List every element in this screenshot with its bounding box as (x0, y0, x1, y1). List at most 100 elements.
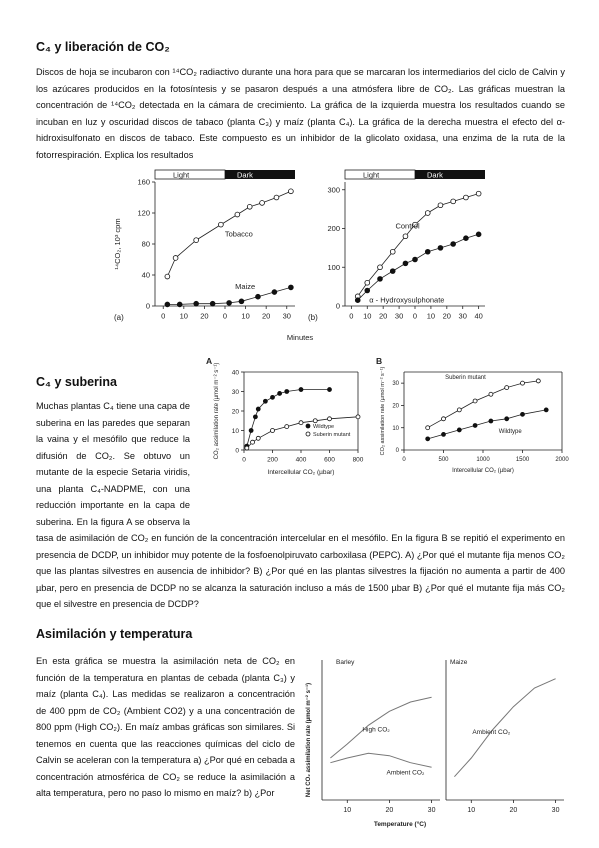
phase-label: Dark (237, 171, 253, 180)
x-tick-label: 1000 (476, 457, 490, 463)
data-point (176, 301, 183, 308)
series-line (246, 389, 330, 447)
series-label: Ambient CO₂ (472, 729, 510, 736)
data-point (475, 190, 482, 197)
y-tick-label: 10 (232, 428, 240, 435)
panel-title: Maize (450, 659, 468, 666)
data-point (456, 407, 462, 413)
legend-label: Wildtype (313, 424, 334, 430)
data-point (437, 245, 444, 251)
phase-label: Light (173, 171, 190, 180)
series-label: Ambient CO₂ (387, 770, 425, 777)
x-tick-label: 20 (262, 312, 270, 321)
data-point (270, 394, 275, 400)
data-point (327, 387, 332, 392)
legend-marker (305, 431, 311, 437)
data-point (520, 380, 525, 386)
x-tick-label: 20 (200, 312, 208, 321)
x-tick-label: 30 (395, 312, 403, 321)
data-point (412, 221, 418, 228)
series-label: Tobacco (225, 230, 253, 239)
x-tick-label: 30 (552, 807, 560, 814)
series-line (330, 752, 432, 768)
data-point (355, 414, 361, 420)
data-point (425, 436, 431, 442)
x-tick-label: 10 (343, 807, 351, 814)
phase-label: Dark (427, 171, 443, 180)
x-tick-label: 200 (267, 457, 278, 464)
y-tick-label: 20 (392, 404, 399, 410)
y-tick-label: 20 (232, 408, 240, 415)
data-point (377, 276, 383, 282)
series-label: Maize (235, 282, 255, 291)
series-line (330, 696, 432, 759)
data-point (463, 194, 469, 201)
data-point (402, 260, 409, 267)
y-tick-label: 0 (396, 448, 400, 454)
data-point (193, 237, 199, 243)
x-axis-label: Temperature (°C) (374, 820, 426, 828)
data-point (172, 255, 179, 261)
data-point (535, 378, 541, 384)
x-tick-label: 10 (241, 312, 249, 321)
x-tick-label: 30 (283, 312, 291, 321)
y-tick-label: 80 (142, 240, 150, 249)
data-point (259, 200, 265, 206)
panel-label: A (206, 356, 212, 366)
data-point (389, 248, 396, 255)
data-point (450, 241, 456, 247)
data-point (238, 298, 245, 305)
series-label: α - Hydroxysulphonate (369, 296, 444, 305)
data-point (377, 264, 383, 271)
x-tick-label: 0 (223, 312, 227, 321)
y-axis-label: ¹⁴CO₂, 10³ cpm (113, 218, 122, 269)
data-point (441, 416, 446, 422)
x-tick-label: 30 (459, 312, 467, 321)
x-tick-label: 2000 (555, 457, 569, 463)
section-title: C₄ y liberación de CO₂ (36, 40, 170, 54)
x-tick-label: 500 (438, 457, 449, 463)
data-point (441, 432, 446, 437)
data-point (277, 391, 283, 396)
data-point (424, 248, 431, 255)
series-line (357, 233, 479, 301)
data-point (437, 202, 444, 209)
x-tick-label: 10 (427, 312, 435, 321)
x-tick-label: 10 (363, 312, 371, 321)
data-point (262, 398, 268, 404)
data-point (255, 293, 261, 300)
data-point (389, 268, 396, 274)
data-point (270, 428, 275, 433)
data-point (364, 279, 371, 286)
section-title: Asimilación y temperatura (36, 627, 193, 641)
data-point (488, 391, 494, 397)
phase-bar (415, 170, 485, 179)
x-tick-label: 0 (349, 312, 353, 321)
y-tick-label: 200 (327, 224, 340, 233)
y-tick-label: 0 (146, 302, 150, 311)
data-point (456, 427, 462, 433)
x-tick-label: 0 (413, 312, 417, 321)
phase-label: Light (363, 171, 380, 180)
data-point (244, 445, 250, 451)
legend-label: Suberin mutant (313, 432, 351, 438)
panel-label: (b) (308, 313, 318, 322)
data-point (520, 411, 525, 417)
data-point (504, 416, 510, 422)
panel-label: B (376, 356, 382, 366)
x-tick-label: 600 (324, 457, 335, 464)
data-point (425, 425, 431, 431)
x-axis-label: Intercellular CO₂ (µbar) (452, 468, 514, 474)
x-tick-label: 1500 (516, 457, 530, 463)
data-point (255, 435, 261, 441)
data-point (327, 416, 332, 422)
data-point (472, 398, 478, 404)
data-point (298, 420, 304, 426)
x-tick-label: 20 (386, 807, 394, 814)
x-tick-label: 20 (510, 807, 518, 814)
paragraph: Muchas plantas C₄ tiene una capa de sube… (36, 401, 565, 609)
data-point (288, 284, 294, 291)
data-point (226, 300, 232, 306)
